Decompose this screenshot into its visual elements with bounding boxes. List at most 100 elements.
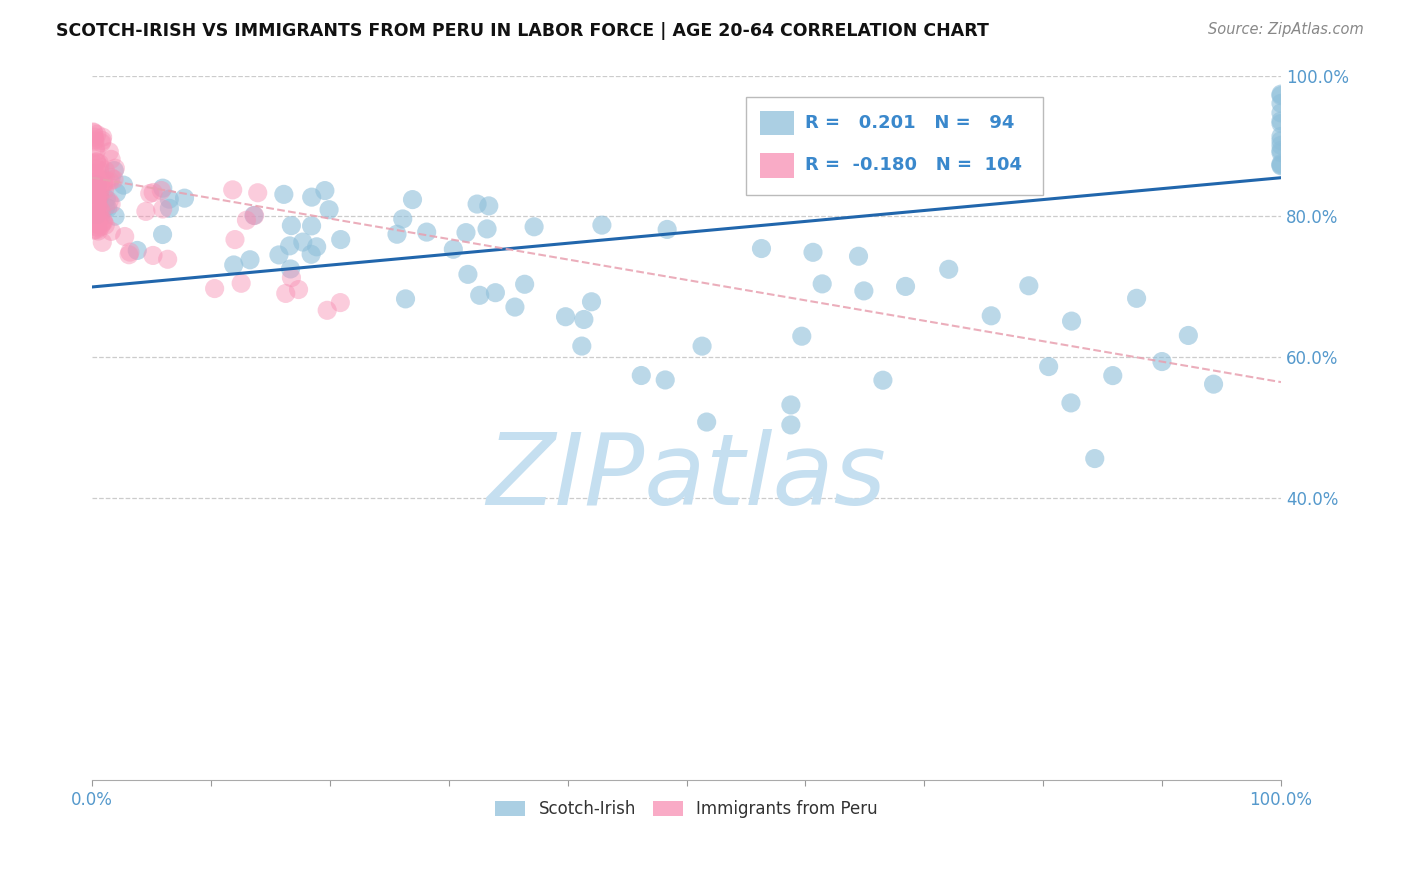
Point xyxy=(84,196,107,211)
FancyBboxPatch shape xyxy=(761,153,793,178)
Point xyxy=(100,197,122,211)
Point xyxy=(1084,451,1107,466)
Point xyxy=(86,155,108,169)
Point xyxy=(152,181,174,195)
Point xyxy=(86,199,108,213)
Point xyxy=(503,300,526,314)
Point xyxy=(572,312,595,326)
Point xyxy=(142,186,165,200)
Point xyxy=(1270,88,1292,103)
Point xyxy=(100,224,122,238)
Point xyxy=(630,368,652,383)
Point xyxy=(127,244,149,258)
Point xyxy=(90,219,112,234)
Point xyxy=(801,245,824,260)
Point xyxy=(103,172,125,186)
Point xyxy=(93,178,115,192)
Point xyxy=(938,262,960,277)
Point xyxy=(811,277,834,291)
Point xyxy=(980,309,1002,323)
Point xyxy=(591,218,613,232)
Point xyxy=(84,203,107,218)
Point xyxy=(475,222,498,236)
Point xyxy=(1270,144,1292,158)
Point xyxy=(104,209,127,223)
Point xyxy=(83,134,105,148)
Point xyxy=(98,174,121,188)
Point xyxy=(1101,368,1123,383)
Point xyxy=(87,207,110,221)
Point xyxy=(93,215,115,229)
Point xyxy=(86,193,108,207)
Point xyxy=(86,198,108,212)
Point xyxy=(103,163,125,178)
Point xyxy=(82,209,104,223)
Point xyxy=(790,329,813,343)
Point xyxy=(100,153,122,167)
Point xyxy=(105,186,128,200)
Point xyxy=(1270,158,1292,172)
Text: Source: ZipAtlas.com: Source: ZipAtlas.com xyxy=(1208,22,1364,37)
Point xyxy=(83,196,105,211)
Point xyxy=(83,204,105,219)
Point xyxy=(316,303,339,318)
Point xyxy=(96,192,118,206)
Point xyxy=(468,288,491,302)
Point xyxy=(94,218,117,232)
Point xyxy=(97,201,120,215)
Point xyxy=(86,195,108,210)
Point xyxy=(454,226,477,240)
Point xyxy=(83,196,105,211)
Point xyxy=(112,178,135,193)
Point xyxy=(135,204,157,219)
Point xyxy=(1150,354,1173,368)
Point xyxy=(104,161,127,176)
Point xyxy=(274,286,297,301)
Point xyxy=(94,200,117,214)
Point xyxy=(513,277,536,292)
Point xyxy=(86,194,108,209)
Point xyxy=(231,277,253,291)
Point xyxy=(1202,377,1225,392)
Point xyxy=(84,140,107,154)
Point xyxy=(90,136,112,150)
Point xyxy=(872,373,894,387)
Point xyxy=(581,294,603,309)
Point xyxy=(83,130,105,145)
Point xyxy=(98,194,121,209)
Point xyxy=(571,339,593,353)
Point xyxy=(235,213,257,227)
Point xyxy=(83,223,105,237)
Point xyxy=(86,208,108,222)
Point xyxy=(157,202,180,216)
Point xyxy=(84,166,107,180)
Point xyxy=(1177,328,1199,343)
Point xyxy=(89,163,111,178)
Point xyxy=(441,242,464,256)
Point xyxy=(696,415,718,429)
Point xyxy=(86,189,108,203)
Point xyxy=(329,295,352,310)
Text: R =   0.201   N =   94: R = 0.201 N = 94 xyxy=(806,114,1015,132)
Point xyxy=(478,199,501,213)
Point xyxy=(89,202,111,217)
Point xyxy=(523,219,546,234)
Point xyxy=(89,188,111,202)
Point xyxy=(152,227,174,242)
Point xyxy=(1270,159,1292,173)
Point xyxy=(82,125,104,139)
Point xyxy=(852,284,875,298)
Point xyxy=(1060,314,1083,328)
Point xyxy=(86,128,108,142)
Point xyxy=(318,202,340,217)
Point xyxy=(329,233,352,247)
Point xyxy=(83,194,105,208)
Point xyxy=(118,245,141,260)
Point xyxy=(314,184,336,198)
Point xyxy=(1270,87,1292,102)
Point xyxy=(224,233,246,247)
Point xyxy=(273,187,295,202)
Point xyxy=(1270,114,1292,128)
Point xyxy=(1270,116,1292,130)
Point xyxy=(280,270,302,285)
